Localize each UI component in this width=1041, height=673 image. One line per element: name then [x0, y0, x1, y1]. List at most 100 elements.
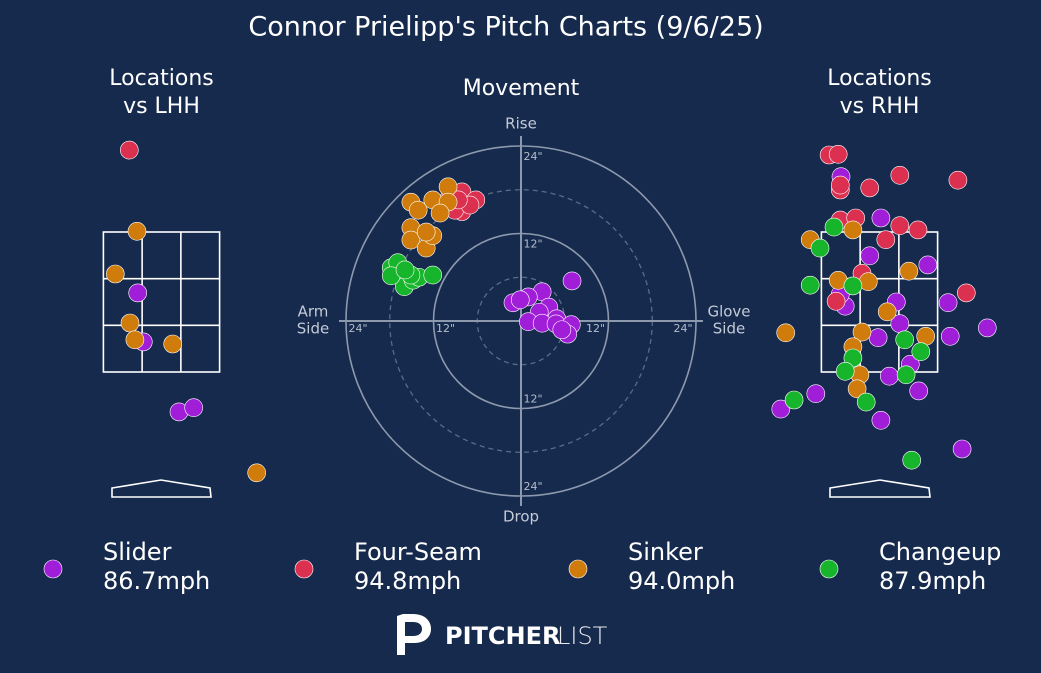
- pitch-dot: [828, 145, 848, 164]
- axis-label: Glove: [707, 303, 750, 321]
- pitch-dot: [956, 283, 976, 303]
- home-plate: [111, 479, 212, 498]
- legend-name: Sinker: [628, 538, 703, 566]
- logo-text: LIST: [557, 622, 608, 650]
- pitch-dot: [847, 379, 867, 399]
- pitch-dot: [120, 313, 140, 333]
- pitch-dot: [876, 230, 896, 249]
- pitch-dot: [416, 222, 436, 242]
- panel-title: vs RHH: [840, 94, 920, 119]
- pitch-dot: [800, 275, 820, 295]
- legend-marker: [568, 559, 588, 579]
- pitch-dot: [890, 216, 910, 235]
- pitch-dot: [806, 384, 826, 404]
- pitch-dot: [562, 271, 582, 291]
- pitch-dot: [902, 450, 922, 470]
- axis-label: Side: [713, 320, 745, 338]
- logo-icon: [397, 614, 431, 655]
- pitch-dot: [784, 390, 804, 410]
- ring-label: 12": [436, 322, 455, 335]
- home-plate: [829, 479, 931, 498]
- pitch-dot: [510, 290, 530, 310]
- pitch-dot: [909, 381, 929, 401]
- pitch-dot: [860, 178, 880, 198]
- pitch-dot: [184, 398, 203, 418]
- pitch-dot: [247, 463, 267, 483]
- legend-name: Changeup: [879, 538, 1001, 566]
- pitch-dot: [120, 140, 139, 160]
- pitch-dot: [860, 246, 880, 266]
- pitch-dot: [918, 255, 938, 275]
- legend-speed: 94.0mph: [628, 567, 735, 595]
- ring-label: 24": [348, 322, 367, 335]
- panel-title: Movement: [463, 76, 580, 101]
- axis-label: Side: [297, 320, 329, 338]
- pitch-dot: [106, 264, 125, 284]
- pitch-dot: [408, 200, 428, 220]
- pitch-dot: [843, 220, 863, 240]
- chart-title: Connor Prielipp's Pitch Charts (9/6/25): [248, 12, 763, 43]
- legend-speed: 86.7mph: [103, 567, 210, 595]
- ring-label: 12": [586, 322, 605, 335]
- legend-speed: 94.8mph: [354, 567, 461, 595]
- pitch-dot: [948, 170, 968, 190]
- pitch-dot: [552, 320, 572, 340]
- pitch-dot: [395, 260, 415, 280]
- panel-title: Locations: [109, 66, 214, 91]
- pitch-dot: [871, 208, 891, 228]
- strike-zone: [102, 231, 221, 373]
- ring-label: 24": [673, 322, 692, 335]
- pitch-dot: [401, 230, 421, 250]
- pitch-dot: [826, 291, 846, 311]
- pitch-dot: [830, 175, 850, 195]
- ring-label: 24": [523, 150, 542, 163]
- pitch-dot: [877, 302, 897, 322]
- panel-title: vs LHH: [123, 94, 200, 119]
- pitch-dot: [125, 330, 145, 350]
- pitch-dot: [430, 203, 450, 223]
- strike-zone: [820, 231, 939, 373]
- legend-speed: 87.9mph: [879, 567, 986, 595]
- pitch-dot: [824, 217, 844, 237]
- pitch-dot: [890, 166, 910, 185]
- legend-marker: [43, 559, 63, 579]
- ring-label: 24": [523, 480, 542, 493]
- pitch-dot: [852, 322, 872, 342]
- ring-label: 12": [523, 238, 542, 251]
- pitch-dot: [952, 439, 972, 459]
- panel-title: Locations: [827, 66, 932, 91]
- logo-text: PITCHER: [445, 622, 560, 650]
- pitch-dot: [776, 323, 796, 343]
- pitch-dot: [977, 318, 997, 338]
- pitch-dot: [856, 392, 876, 412]
- legend-marker: [819, 559, 839, 579]
- pitch-dot: [911, 342, 931, 362]
- pitch-dot: [771, 399, 791, 419]
- pitch-dot: [423, 265, 443, 285]
- legend-name: Slider: [103, 538, 172, 566]
- pitch-dot: [835, 361, 855, 381]
- pitch-dot: [938, 293, 958, 313]
- pitch-dot: [868, 328, 888, 348]
- pitch-dot: [896, 365, 916, 385]
- axis-label: Rise: [505, 115, 537, 133]
- pitch-dot: [127, 222, 147, 241]
- legend-name: Four-Seam: [354, 538, 482, 566]
- pitch-dot: [871, 410, 891, 430]
- axis-label: Drop: [503, 508, 539, 526]
- pitch-dot: [899, 261, 919, 281]
- pitch-dot: [163, 334, 182, 354]
- legend-marker: [294, 559, 314, 579]
- pitch-dot: [128, 283, 147, 303]
- pitch-dot: [810, 238, 830, 258]
- pitch-dot: [858, 272, 878, 292]
- pitch-dot: [908, 220, 928, 240]
- plot-layer: Locations vs LHH Movement 12" 12" 12" 12" 24" 24…: [43, 66, 1001, 595]
- axis-label: Arm: [298, 303, 329, 321]
- pitch-dot: [895, 330, 915, 350]
- pitch-dot: [843, 276, 863, 296]
- pitch-dot: [879, 366, 899, 386]
- ring-label: 12": [523, 393, 542, 406]
